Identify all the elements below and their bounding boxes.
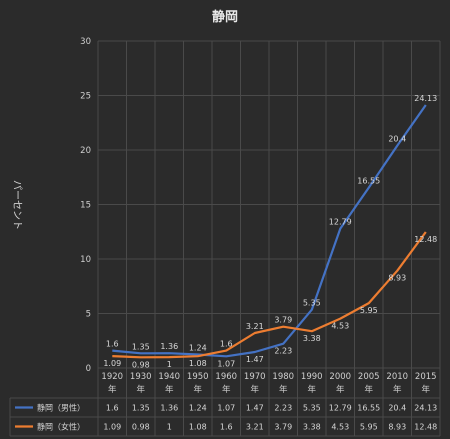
data-label: 12.79 — [329, 218, 352, 227]
table-cell: 24.13 — [414, 404, 437, 413]
table-cell: 12.48 — [414, 423, 437, 432]
data-label: 3.38 — [303, 334, 321, 343]
x-tick-label-unit: 年 — [222, 384, 231, 395]
y-tick-label: 15 — [80, 201, 91, 211]
table-cell: 16.55 — [357, 404, 380, 413]
table-cell: 1.07 — [217, 404, 235, 413]
x-tick-label-unit: 年 — [364, 384, 373, 395]
y-tick-label: 30 — [80, 37, 91, 47]
x-tick-label: 1990 — [301, 372, 323, 382]
data-label: 1.09 — [103, 359, 121, 368]
x-tick-label: 1960 — [215, 372, 237, 382]
x-tick-label-unit: 年 — [108, 384, 117, 395]
legend-label: 静岡（女性） — [37, 422, 85, 432]
x-tick-label-unit: 年 — [421, 384, 430, 395]
x-tick-label-unit: 年 — [165, 384, 174, 395]
data-label: 3.79 — [274, 316, 292, 325]
table-cell: 1.35 — [132, 404, 150, 413]
table-cell: 1.08 — [189, 423, 207, 432]
data-labels: 1.6 1.35 1.36 1.24 1.07 1.47 2.23 5.35 12.79 16.5… — [103, 94, 437, 369]
data-label: 24.13 — [414, 94, 437, 103]
data-table: 1920 年 1930 年 1940 年 1950 年 1960 年 1970 年 1980 年 1990 年… — [9, 372, 440, 437]
y-tick-label: 20 — [80, 146, 91, 156]
table-cell: 12.79 — [329, 404, 352, 413]
table-cell: 3.21 — [246, 423, 264, 432]
x-tick-label: 1970 — [244, 372, 266, 382]
data-label: 5.35 — [303, 299, 321, 308]
data-label: 1 — [167, 360, 172, 369]
series-lines — [112, 104, 427, 359]
data-label: 1.07 — [217, 359, 235, 368]
x-tick-label: 2000 — [329, 372, 351, 382]
chart-title: 静岡 — [212, 9, 238, 25]
x-tick-label: 1950 — [187, 372, 209, 382]
table-cell: 5.35 — [303, 404, 321, 413]
data-label: 1.35 — [132, 342, 150, 351]
table-cell: 5.95 — [360, 423, 378, 432]
x-tick-label-unit: 年 — [250, 384, 259, 395]
table-cell: 3.79 — [274, 423, 292, 432]
table-cell: 1 — [167, 423, 172, 432]
data-label: 1.6 — [106, 340, 119, 349]
y-axis-label: パーセント — [11, 180, 23, 230]
table-cell: 1.09 — [103, 423, 121, 432]
table-cell: 20.4 — [388, 404, 406, 413]
table-cell: 1.6 — [220, 423, 233, 432]
x-tick-label: 1930 — [130, 372, 152, 382]
data-label: 12.48 — [414, 235, 437, 244]
table-cell: 1.6 — [106, 404, 119, 413]
x-tick-label-unit: 年 — [193, 384, 202, 395]
x-tick-label: 1940 — [158, 372, 180, 382]
series-line-2 — [112, 231, 427, 359]
data-label: 1.08 — [189, 359, 207, 368]
x-tick-label-unit: 年 — [307, 384, 316, 395]
legend-label: 静岡（男性） — [37, 403, 85, 413]
x-tick-label: 1980 — [272, 372, 294, 382]
data-label: 0.98 — [132, 360, 150, 369]
data-label: 20.4 — [388, 135, 406, 144]
x-tick-label: 2015 — [415, 372, 437, 382]
table-cell: 1.36 — [160, 404, 178, 413]
x-tick-label-unit: 年 — [336, 384, 345, 395]
data-label: 1.24 — [189, 343, 207, 352]
table-cell: 3.38 — [303, 423, 321, 432]
y-tick-label: 10 — [80, 255, 91, 265]
y-tick-label: 0 — [86, 364, 91, 374]
table-cell: 4.53 — [331, 423, 349, 432]
gridlines — [97, 40, 441, 436]
table-cell: 8.93 — [388, 423, 406, 432]
data-label: 1.6 — [220, 340, 233, 349]
x-tick-label-unit: 年 — [136, 384, 145, 395]
data-label: 1.47 — [246, 355, 264, 364]
data-label: 8.93 — [388, 274, 406, 283]
data-label: 5.95 — [360, 306, 378, 315]
table-cell: 0.98 — [132, 423, 150, 432]
x-tick-label: 1920 — [101, 372, 123, 382]
data-label: 2.23 — [274, 347, 292, 356]
x-tick-label: 2005 — [358, 372, 380, 382]
x-tick-label: 2010 — [386, 372, 408, 382]
table-cell: 2.23 — [274, 404, 292, 413]
data-label: 1.36 — [160, 342, 178, 351]
data-label: 16.55 — [357, 177, 380, 186]
data-label: 3.21 — [246, 322, 264, 331]
table-cell: 1.24 — [189, 404, 207, 413]
table-cell: 1.47 — [246, 404, 264, 413]
data-label: 4.53 — [331, 322, 349, 331]
y-tick-label: 5 — [86, 310, 91, 320]
x-tick-label-unit: 年 — [279, 384, 288, 395]
y-tick-label: 25 — [80, 92, 91, 102]
x-tick-label-unit: 年 — [393, 384, 402, 395]
series-line-1 — [112, 104, 427, 358]
y-tick-labels: 0 5 10 15 20 25 30 — [80, 37, 91, 374]
